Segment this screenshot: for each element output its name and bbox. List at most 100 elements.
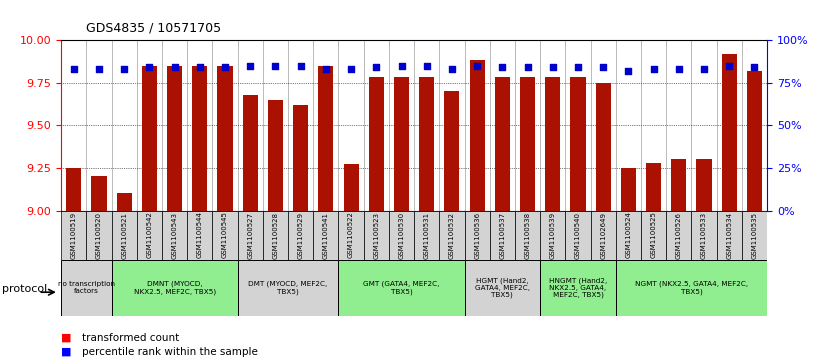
- Point: [244, 63, 257, 69]
- Bar: [91, 176, 107, 211]
- Text: no transcription
factors: no transcription factors: [58, 281, 115, 294]
- Point: [370, 64, 383, 70]
- Bar: [696, 159, 712, 211]
- Bar: [86, 211, 112, 260]
- Text: HNGMT (Hand2,
NKX2.5, GATA4,
MEF2C, TBX5): HNGMT (Hand2, NKX2.5, GATA4, MEF2C, TBX5…: [549, 277, 607, 298]
- Bar: [646, 163, 661, 211]
- Text: GSM1100519: GSM1100519: [71, 212, 77, 258]
- Text: transformed count: transformed count: [82, 333, 179, 343]
- Point: [219, 64, 232, 70]
- Bar: [666, 211, 691, 260]
- Bar: [242, 94, 258, 211]
- Text: GSM1100542: GSM1100542: [146, 212, 153, 258]
- Text: HGMT (Hand2,
GATA4, MEF2C,
TBX5): HGMT (Hand2, GATA4, MEF2C, TBX5): [475, 277, 530, 298]
- Bar: [716, 211, 742, 260]
- Text: DMNT (MYOCD,
NKX2.5, MEF2C, TBX5): DMNT (MYOCD, NKX2.5, MEF2C, TBX5): [134, 281, 215, 295]
- Bar: [439, 211, 464, 260]
- Text: ■: ■: [61, 347, 72, 357]
- Point: [748, 64, 761, 70]
- Text: GSM1100541: GSM1100541: [323, 212, 329, 258]
- Bar: [389, 211, 414, 260]
- Text: GSM1100540: GSM1100540: [575, 212, 581, 258]
- Bar: [61, 211, 86, 260]
- Text: GSM1100520: GSM1100520: [96, 212, 102, 258]
- Text: GSM1100526: GSM1100526: [676, 212, 682, 258]
- Bar: [288, 211, 313, 260]
- Bar: [445, 91, 459, 211]
- Bar: [616, 211, 641, 260]
- Bar: [369, 77, 384, 211]
- Text: GSM1100544: GSM1100544: [197, 212, 203, 258]
- Point: [496, 64, 509, 70]
- Bar: [66, 168, 82, 211]
- Point: [344, 66, 357, 72]
- Bar: [313, 211, 339, 260]
- Bar: [162, 211, 187, 260]
- Text: GSM1100523: GSM1100523: [373, 212, 379, 258]
- Bar: [691, 211, 716, 260]
- Point: [92, 66, 105, 72]
- Point: [168, 64, 181, 70]
- Bar: [464, 260, 540, 316]
- Bar: [540, 260, 616, 316]
- Point: [647, 66, 660, 72]
- Bar: [61, 260, 112, 316]
- Text: GSM1100538: GSM1100538: [525, 212, 530, 258]
- Text: GSM1100543: GSM1100543: [171, 212, 178, 258]
- Bar: [212, 211, 237, 260]
- Text: GSM1100530: GSM1100530: [398, 212, 405, 258]
- Text: GSM1100533: GSM1100533: [701, 212, 707, 258]
- Point: [521, 64, 534, 70]
- Text: percentile rank within the sample: percentile rank within the sample: [82, 347, 258, 357]
- Bar: [520, 77, 535, 211]
- Bar: [339, 211, 364, 260]
- Bar: [672, 159, 686, 211]
- Text: GSM1100522: GSM1100522: [348, 212, 354, 258]
- Point: [622, 68, 635, 74]
- Point: [446, 66, 459, 72]
- Text: GSM1100529: GSM1100529: [298, 212, 304, 258]
- Text: GSM1100521: GSM1100521: [122, 212, 127, 258]
- Bar: [318, 66, 334, 211]
- Bar: [187, 211, 212, 260]
- Point: [269, 63, 282, 69]
- Bar: [193, 66, 207, 211]
- Bar: [339, 260, 464, 316]
- Point: [395, 63, 408, 69]
- Text: DMT (MYOCD, MEF2C,
TBX5): DMT (MYOCD, MEF2C, TBX5): [248, 281, 328, 295]
- Bar: [621, 168, 636, 211]
- Point: [67, 66, 80, 72]
- Point: [571, 64, 584, 70]
- Point: [471, 63, 484, 69]
- Bar: [616, 260, 767, 316]
- Text: GSM1100545: GSM1100545: [222, 212, 228, 258]
- Text: GMT (GATA4, MEF2C,
TBX5): GMT (GATA4, MEF2C, TBX5): [363, 281, 440, 295]
- Bar: [117, 193, 131, 211]
- Text: GSM1100527: GSM1100527: [247, 212, 253, 258]
- Bar: [570, 77, 586, 211]
- Text: GSM1100539: GSM1100539: [550, 212, 556, 258]
- Bar: [641, 211, 666, 260]
- Bar: [364, 211, 389, 260]
- Text: GSM1102649: GSM1102649: [601, 212, 606, 258]
- Bar: [218, 66, 233, 211]
- Bar: [263, 211, 288, 260]
- Bar: [540, 211, 565, 260]
- Text: GSM1100534: GSM1100534: [726, 212, 732, 258]
- Bar: [747, 71, 762, 211]
- Bar: [237, 211, 263, 260]
- Text: GSM1100532: GSM1100532: [449, 212, 455, 258]
- Bar: [596, 82, 610, 211]
- Point: [672, 66, 685, 72]
- Text: NGMT (NKX2.5, GATA4, MEF2C,
TBX5): NGMT (NKX2.5, GATA4, MEF2C, TBX5): [635, 281, 748, 295]
- Text: GDS4835 / 10571705: GDS4835 / 10571705: [86, 22, 221, 35]
- Text: GSM1100535: GSM1100535: [752, 212, 757, 258]
- Point: [723, 63, 736, 69]
- Text: GSM1100528: GSM1100528: [273, 212, 278, 258]
- Bar: [469, 60, 485, 211]
- Bar: [742, 211, 767, 260]
- Text: GSM1100531: GSM1100531: [424, 212, 430, 258]
- Bar: [464, 211, 490, 260]
- Point: [420, 63, 433, 69]
- Bar: [137, 211, 162, 260]
